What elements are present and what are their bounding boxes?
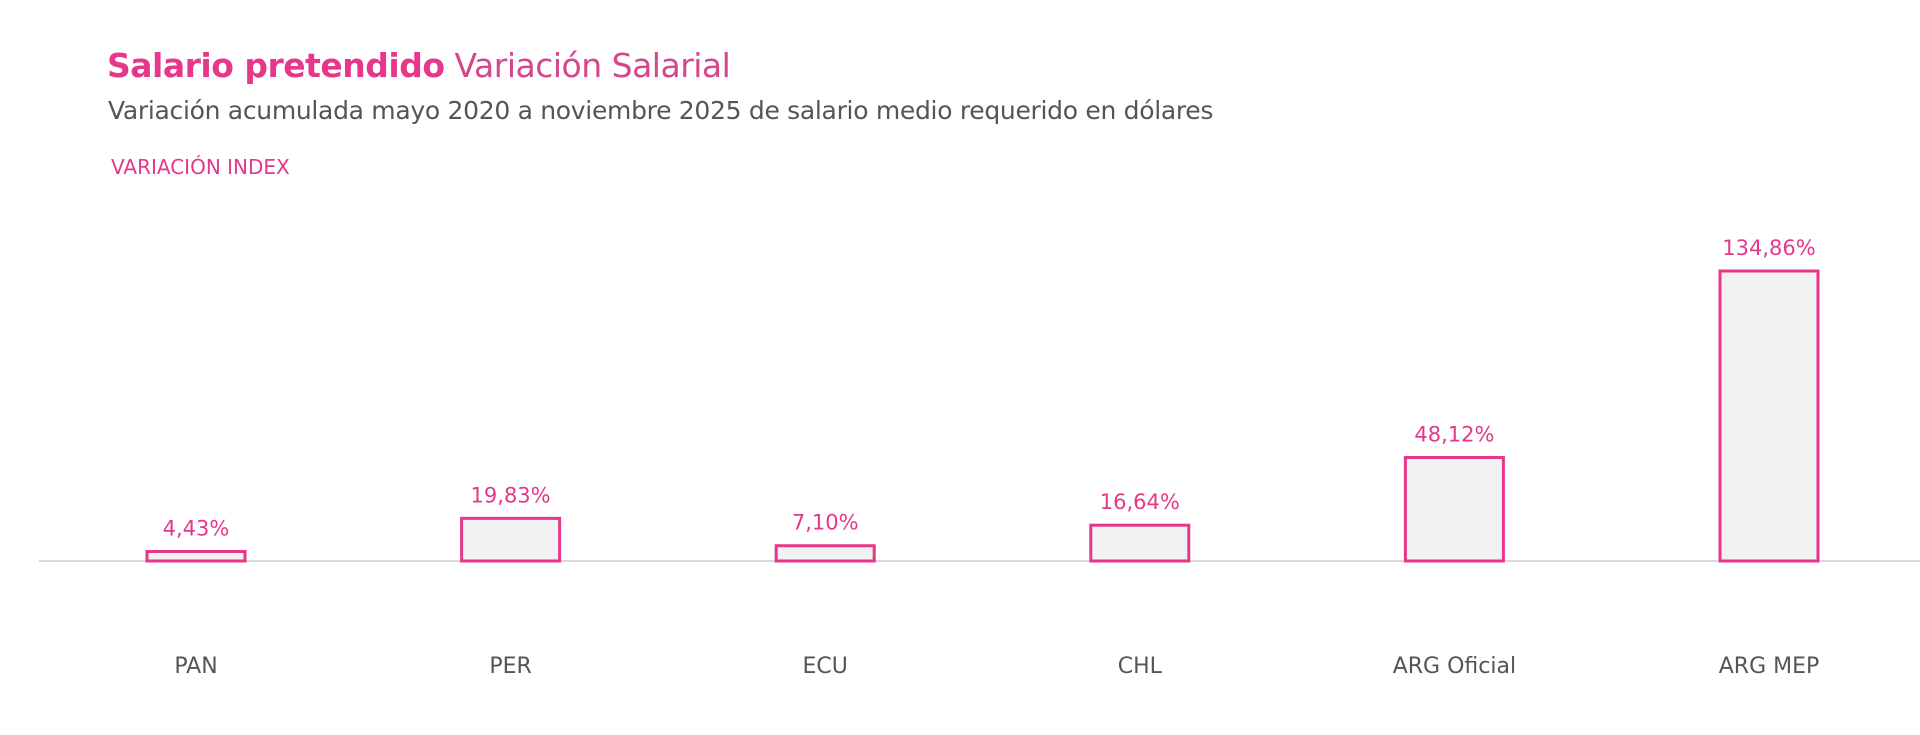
- data-label: 7,10%: [792, 511, 859, 535]
- bar-pan: [145, 549, 247, 563]
- category-label: ARG Oficial: [1393, 654, 1516, 679]
- bar-chl: [1089, 523, 1191, 563]
- chart-subtitle: Variación acumulada mayo 2020 a noviembr…: [108, 96, 1214, 125]
- category-label: ARG MEP: [1719, 654, 1820, 679]
- data-label: 16,64%: [1100, 490, 1180, 514]
- title-bold: Salario pretendido: [107, 46, 445, 85]
- chart-title: Salario pretendido Variación Salarial: [107, 46, 731, 85]
- series-label: VARIACIÓN INDEX: [111, 155, 290, 179]
- category-label: ECU: [803, 654, 848, 679]
- data-label: 48,12%: [1414, 423, 1494, 447]
- data-label: 19,83%: [471, 483, 551, 507]
- bar-ecu: [774, 544, 876, 563]
- category-label: PER: [489, 654, 531, 679]
- bar-arg-oficial: [1403, 456, 1505, 563]
- title-light: Variación Salarial: [454, 46, 731, 85]
- bar-per: [460, 516, 562, 563]
- data-label: 134,86%: [1722, 236, 1815, 260]
- data-label: 4,43%: [163, 516, 230, 540]
- category-label: PAN: [174, 654, 217, 679]
- category-label: CHL: [1118, 654, 1163, 679]
- bar-arg-mep: [1718, 269, 1820, 563]
